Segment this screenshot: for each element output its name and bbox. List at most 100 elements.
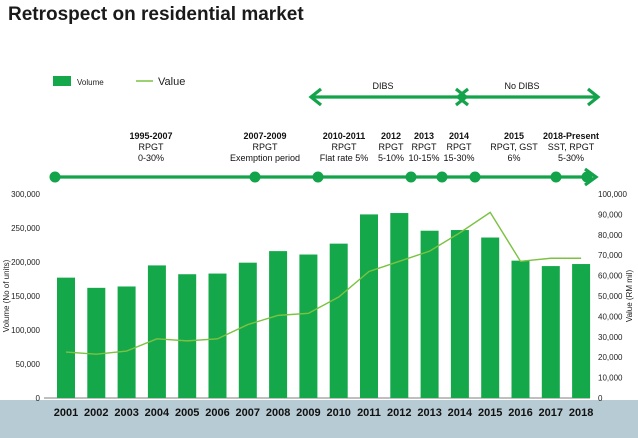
bar-volume-2017 — [541, 266, 560, 398]
bar-volume-2001 — [57, 277, 75, 398]
x-tick-label: 2011 — [357, 407, 381, 419]
y2-tick-label: 80,000 — [598, 231, 623, 240]
legend-value-label: Value — [158, 76, 185, 88]
y2-tick-label: 50,000 — [598, 292, 623, 301]
milestone-detail: RPGT — [378, 142, 404, 152]
x-tick-label: 2017 — [539, 407, 563, 419]
bar-volume-2006 — [208, 273, 227, 398]
x-tick-label: 2007 — [236, 407, 260, 419]
regime-arrows: DIBS No DIBS — [308, 81, 601, 107]
x-tick-label: 2015 — [478, 407, 502, 419]
x-tick-label: 2010 — [326, 407, 350, 419]
y2-tick-label: 90,000 — [598, 210, 623, 219]
timeline-dot — [550, 171, 562, 183]
milestone-year: 2018-Present — [543, 131, 599, 141]
y-tick-label: 100,000 — [11, 326, 40, 335]
milestone-detail: Flat rate 5% — [320, 153, 369, 163]
milestone-year: 2012 — [381, 131, 401, 141]
milestone-detail: 5-30% — [558, 153, 584, 163]
legend-volume-swatch — [53, 76, 71, 86]
milestone-detail: SST, RPGT — [548, 142, 595, 152]
regime-label: No DIBS — [504, 81, 539, 91]
y2-tick-label: 40,000 — [598, 312, 623, 321]
milestone-year: 2007-2009 — [243, 131, 286, 141]
x-tick-label: 2001 — [54, 407, 78, 419]
bar-volume-2018 — [572, 264, 591, 398]
y-tick-label: 150,000 — [11, 292, 40, 301]
bar-volume-2013 — [420, 230, 439, 398]
bar-volume-2011 — [360, 214, 378, 398]
x-tick-label: 2002 — [84, 407, 108, 419]
x-tick-label: 2018 — [569, 407, 593, 419]
milestone-year: 2013 — [414, 131, 434, 141]
regime-arrow-no-dibs: No DIBS — [455, 81, 601, 107]
y-tick-label: 300,000 — [11, 190, 40, 199]
y-tick-label: 200,000 — [11, 258, 40, 267]
y2-tick-label: 100,000 — [598, 190, 627, 199]
bar-volume-2015 — [481, 237, 500, 398]
y-tick-label: 0 — [36, 394, 41, 403]
bar-volume-2004 — [147, 265, 166, 398]
bar-volume-2003 — [117, 286, 136, 398]
y2-tick-label: 70,000 — [598, 251, 623, 260]
milestone-detail: RPGT — [138, 142, 164, 152]
timeline-dot — [436, 171, 448, 183]
timeline-dot — [405, 171, 417, 183]
bar-volume-2012 — [390, 213, 409, 398]
legend-volume-label: Volume — [77, 78, 104, 87]
x-axis-labels: 2001 2002 2003 2004 2005 2006 2007 2008 2009 2010… — [54, 407, 594, 419]
y2-tick-label: 60,000 — [598, 272, 623, 281]
timeline-dot — [581, 171, 593, 183]
line-value — [65, 211, 582, 355]
milestone-detail: 15-30% — [443, 153, 474, 163]
milestone-year: 2014 — [449, 131, 469, 141]
timeline-dot — [469, 171, 481, 183]
x-tick-label: 2006 — [205, 407, 229, 419]
milestone-year: 1995-2007 — [129, 131, 172, 141]
regime-arrow-dibs: DIBS — [308, 81, 469, 107]
milestone-year: 2010-2011 — [323, 131, 366, 141]
legend: Volume Value — [53, 76, 185, 88]
x-tick-label: 2016 — [508, 407, 532, 419]
x-tick-label: 2005 — [175, 407, 199, 419]
y-axis-label: Volume (No of units) — [2, 259, 11, 332]
x-tick-label: 2014 — [448, 407, 473, 419]
milestone-detail: 6% — [507, 153, 520, 163]
bar-volume-2008 — [269, 251, 288, 398]
timeline-arrowhead — [584, 167, 599, 187]
volume-bars — [57, 213, 591, 398]
x-tick-label: 2008 — [266, 407, 290, 419]
regime-label: DIBS — [372, 81, 393, 91]
y2-tick-label: 30,000 — [598, 333, 623, 342]
y2-tick-label: 20,000 — [598, 353, 623, 362]
y2-tick-label: 0 — [598, 394, 603, 403]
milestone-detail: 5-10% — [378, 153, 404, 163]
timeline-dot — [249, 171, 261, 183]
milestone-detail: RPGT — [411, 142, 437, 152]
milestone-detail: Exemption period — [230, 153, 300, 163]
bar-volume-2007 — [238, 262, 257, 398]
milestone-detail: RPGT, GST — [490, 142, 538, 152]
bar-volume-2016 — [511, 260, 530, 398]
y2-tick-label: 10,000 — [598, 374, 623, 383]
milestone-detail: 0-30% — [138, 153, 164, 163]
x-tick-label: 2012 — [387, 407, 411, 419]
milestone-detail: RPGT — [331, 142, 357, 152]
milestone-detail: RPGT — [252, 142, 278, 152]
bar-volume-2014 — [450, 230, 469, 398]
x-tick-label: 2003 — [114, 407, 138, 419]
milestone-detail: RPGT — [446, 142, 472, 152]
milestone-annotations: 1995-2007RPGT0-30%2007-2009RPGTExemption… — [129, 131, 599, 163]
bar-volume-2002 — [87, 287, 106, 398]
x-tick-label: 2004 — [145, 407, 170, 419]
bar-volume-2005 — [178, 274, 197, 398]
